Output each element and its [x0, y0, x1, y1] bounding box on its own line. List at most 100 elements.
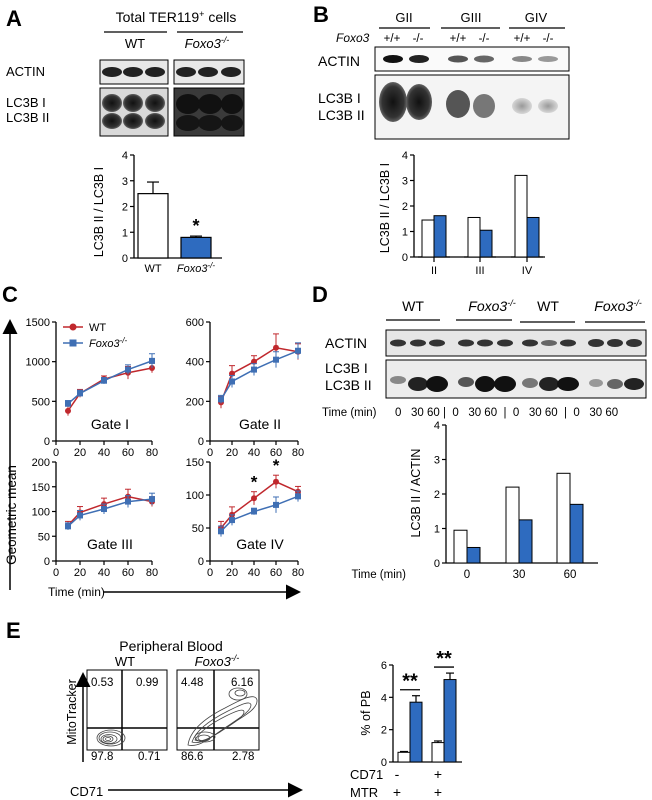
wt-q3: 97.8	[91, 751, 113, 763]
e-mtr-sign-1: +	[393, 784, 401, 800]
wt-q1: 0.53	[91, 677, 113, 689]
gate-giv: GIV	[525, 10, 548, 25]
e-row-mtr: MTR	[350, 785, 378, 800]
c2-x-tick-label: 0	[53, 567, 59, 579]
c3-point-ko	[229, 517, 235, 524]
e-wt-label: WT	[115, 654, 135, 669]
wt-q4: 0.71	[138, 751, 160, 763]
c1-point-ko	[295, 347, 301, 354]
c3-point-ko	[218, 528, 224, 535]
panel-d-letter: D	[312, 282, 328, 307]
e-cd71-sign-1: -	[395, 766, 400, 782]
e-flow-ylabel: MitoTracker	[65, 679, 79, 745]
d-y-tick-label: 2	[434, 489, 440, 501]
d-xlabel: Time (min)	[351, 569, 406, 581]
flow-contour-wt	[96, 729, 126, 747]
a-y-tick-label: 2	[122, 202, 128, 214]
panel-c-letter: C	[2, 282, 18, 307]
e-bar	[443, 679, 457, 763]
a-y-tick-label: 1	[122, 227, 128, 239]
c1-point-ko	[229, 378, 235, 385]
e-ylabel: % of PB	[359, 690, 373, 735]
c2-y-tick-label: 0	[44, 556, 50, 568]
b-bar	[526, 216, 540, 258]
d-x-tick-label: 0	[464, 569, 470, 581]
b-x-tick-label: II	[431, 265, 437, 277]
d-actin-label: ACTIN	[325, 335, 367, 351]
genotype-1: +/+	[384, 33, 401, 45]
e-y-tick-label: 6	[381, 660, 387, 672]
a-xtick-wt: WT	[144, 263, 161, 275]
c3-y-tick-label: 100	[186, 490, 204, 502]
d-lc3b-ii-label: LC3B II	[325, 377, 372, 393]
ko-q4: 2.78	[232, 751, 254, 763]
wt-label: WT	[125, 36, 145, 51]
c1-y-tick-label: 200	[186, 396, 204, 408]
flow-plot-wt	[86, 669, 168, 751]
e-title: Peripheral Blood	[119, 638, 223, 654]
c1-y-tick-label: 0	[198, 436, 204, 448]
b-ylabel: LC3B II / LC3B I	[378, 163, 392, 253]
c2-x-tick-label: 20	[74, 567, 86, 579]
c0-point-ko	[125, 366, 131, 373]
ko-q3: 86.6	[181, 751, 203, 763]
e-significance-stars: **	[436, 648, 452, 670]
d-ylabel: LC3B II / ACTIN	[409, 449, 423, 538]
lc3b-i-label: LC3B I	[6, 95, 46, 110]
gate-giii: GIII	[461, 10, 482, 25]
legend-wt-label: WT	[89, 322, 106, 334]
b-blot-actin	[374, 46, 570, 72]
d-time-label: Time (min)	[322, 407, 377, 419]
legend-wt-marker	[69, 323, 77, 331]
c1-y-tick-label: 400	[186, 357, 204, 369]
d-blot-lc3b	[385, 359, 647, 399]
c3-x-tick-label: 20	[226, 567, 238, 579]
panel-d-bar-chart: 0 1 2 3 4 0 30 60	[434, 420, 598, 581]
c1-x-tick-label: 40	[248, 447, 260, 459]
c2-y-tick-label: 150	[32, 482, 50, 494]
genotype-3: +/+	[450, 33, 467, 45]
c0-y-tick-label: 1500	[26, 317, 50, 329]
panel-a-letter: A	[6, 6, 22, 31]
e-y-tick-label: 4	[381, 692, 387, 704]
d-y-tick-label: 3	[434, 455, 440, 467]
a-bar	[137, 193, 169, 259]
c2-point-ko	[125, 498, 131, 505]
c2-y-tick-label: 200	[32, 457, 50, 469]
b-y-tick-label: 2	[402, 201, 408, 213]
c2-gate-label: Gate III	[87, 536, 133, 552]
d-y-tick-label: 0	[434, 558, 440, 570]
b-bar	[479, 229, 493, 258]
b-x-tick-label: IV	[522, 265, 533, 277]
c1-point-wt	[273, 344, 279, 351]
c1-point-ko	[273, 356, 279, 363]
d-x-tick-label: 30	[513, 569, 526, 581]
d-group-3: WT	[537, 298, 559, 314]
e-significance-stars: **	[402, 671, 418, 693]
c0-point-ko	[77, 390, 83, 397]
d-x-tick-label: 60	[564, 569, 577, 581]
c2-x-tick-label: 80	[146, 567, 158, 579]
c-ylabel: Geometric mean	[4, 465, 19, 565]
c2-point-ko	[149, 496, 155, 503]
c2-y-tick-label: 50	[38, 531, 50, 543]
b-y-tick-label: 4	[402, 150, 408, 162]
b-bar	[433, 215, 447, 258]
panel-e: E Peripheral Blood WT Foxo3-/- 0.53 0.99…	[6, 618, 462, 800]
a-y-tick-label: 0	[122, 253, 128, 265]
b-y-tick-label: 1	[402, 227, 408, 239]
c0-y-tick-label: 0	[44, 436, 50, 448]
wt-q2: 0.99	[136, 677, 158, 689]
c1-gate-label: Gate II	[239, 416, 281, 432]
b-lc3b-ii-label: LC3B II	[318, 107, 365, 123]
panel-e-bar-chart: 0 2 4 6 ** **	[381, 648, 462, 769]
ko-label: Foxo3-/-	[185, 35, 230, 51]
c1-point-ko	[251, 366, 257, 373]
c0-point-wt	[65, 407, 71, 414]
b-bar	[514, 174, 528, 258]
genotype-2: -/-	[413, 33, 424, 45]
c3-y-tick-label: 50	[192, 523, 204, 535]
e-mtr-sign-2: +	[434, 784, 442, 800]
